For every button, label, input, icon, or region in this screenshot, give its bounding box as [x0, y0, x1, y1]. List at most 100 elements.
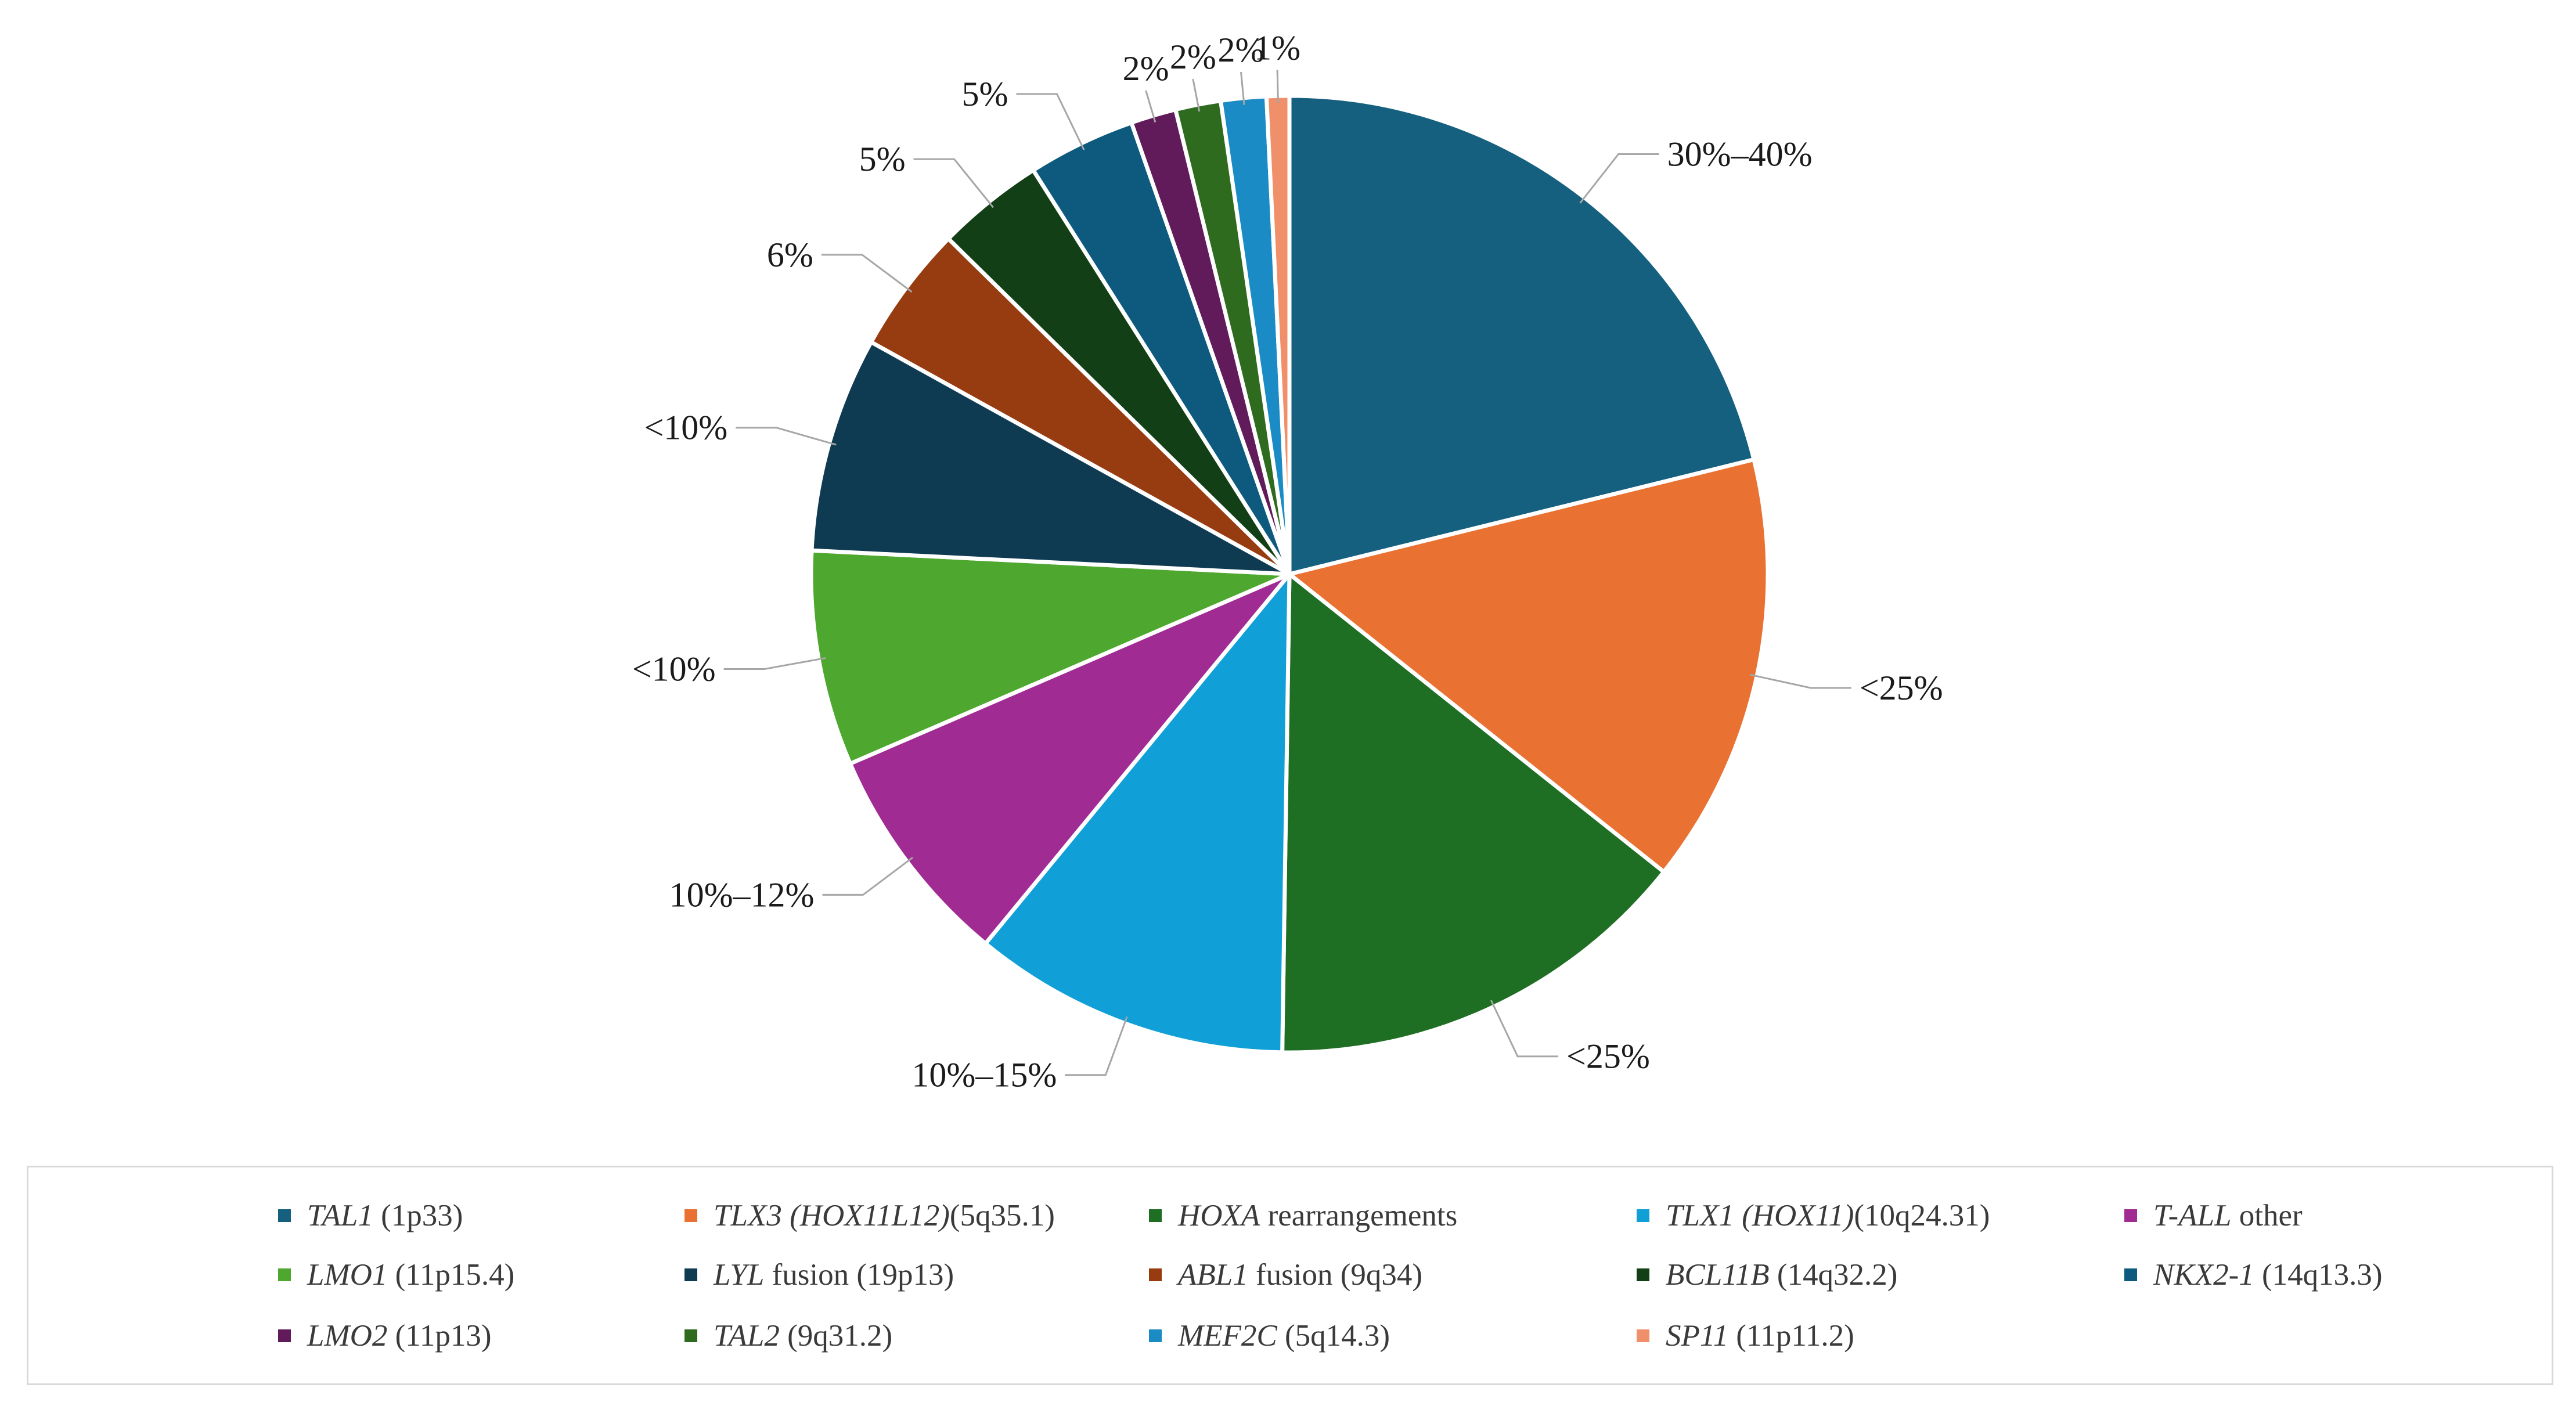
legend-label: TLX3 (HOX11L12) (5q35.1): [714, 1198, 1055, 1233]
legend-gene-name: ABL1: [1178, 1258, 1248, 1292]
legend-item: TLX1 (HOX11) (10q24.31): [1637, 1195, 1990, 1236]
legend-swatch: [278, 1268, 291, 1281]
legend-item: NKX2-1 (14q13.3): [2124, 1255, 2383, 1295]
legend-swatch: [278, 1329, 291, 1342]
legend-gene-name: T-ALL: [2153, 1199, 2232, 1232]
legend-label: MEF2C (5q14.3): [1178, 1318, 1390, 1353]
data-label: 30%–40%: [1667, 135, 1813, 173]
legend-label: ABL1 fusion (9q34): [1178, 1257, 1422, 1292]
leader-line: [913, 158, 994, 208]
leader-line: [1240, 71, 1245, 105]
data-label: 5%: [961, 75, 1008, 113]
legend-gene-detail: (10q24.31): [1854, 1199, 1990, 1232]
legend-label: TLX1 (HOX11) (10q24.31): [1666, 1198, 1990, 1233]
legend-swatch: [2124, 1209, 2137, 1222]
legend-item: T-ALL other: [2124, 1195, 2303, 1236]
data-label: 2%: [1123, 49, 1169, 88]
legend-label: SP11 (11p11.2): [1666, 1318, 1854, 1353]
legend-gene-name: HOXA: [1178, 1199, 1260, 1232]
data-label: <10%: [632, 650, 716, 689]
leader-line: [1276, 70, 1279, 103]
legend-label: LMO1 (11p15.4): [307, 1257, 514, 1292]
legend-item: TAL1 (1p33): [278, 1195, 463, 1236]
legend-item: TAL2 (9q31.2): [684, 1315, 892, 1356]
leader-line: [1192, 78, 1201, 112]
legend-item: MEF2C (5q14.3): [1149, 1315, 1390, 1356]
pie-chart-canvas: 30%–40% <25% <25% 10%–15% 10%–12% <10% <10% 6% 5…: [632, 28, 1943, 1094]
legend-label: LYL fusion (19p13): [714, 1257, 954, 1292]
legend-gene-detail: (5q14.3): [1277, 1319, 1390, 1353]
data-label: 10%–15%: [911, 1056, 1057, 1094]
legend-gene-name: TAL2: [714, 1319, 780, 1353]
data-label: 2%: [1218, 31, 1264, 69]
legend-gene-detail: fusion (19p13): [764, 1258, 954, 1292]
legend-item: LMO1 (11p15.4): [278, 1255, 514, 1295]
leader-line: [1016, 93, 1085, 150]
leader-line: [723, 657, 826, 671]
leader-line: [1749, 673, 1851, 689]
legend-item: ABL1 fusion (9q34): [1149, 1255, 1422, 1295]
legend-swatch: [1637, 1209, 1649, 1222]
data-label: 5%: [859, 140, 906, 178]
legend-label: NKX2-1 (14q13.3): [2153, 1257, 2383, 1292]
data-label: 1%: [1254, 28, 1300, 67]
legend-gene-detail: (11p13): [387, 1319, 492, 1353]
legend-label: HOXA rearrangements: [1178, 1198, 1457, 1233]
legend-gene-name: TAL1: [307, 1199, 373, 1232]
legend-item: LYL fusion (19p13): [684, 1255, 954, 1295]
legend-swatch: [684, 1209, 697, 1222]
legend-gene-detail: rearrangements: [1260, 1199, 1458, 1232]
data-label: 2%: [1170, 38, 1216, 76]
legend-label: BCL11B (14q32.2): [1666, 1257, 1897, 1292]
legend-gene-name: LMO1: [307, 1258, 388, 1292]
legend-gene-name: MEF2C: [1178, 1319, 1277, 1353]
data-label: <10%: [644, 409, 727, 447]
legend-item: TLX3 (HOX11L12) (5q35.1): [684, 1195, 1055, 1236]
legend-swatch: [1149, 1329, 1162, 1342]
leader-line: [1065, 1016, 1128, 1076]
legend-swatch: [1637, 1329, 1649, 1342]
leader-line: [736, 427, 837, 446]
legend-item: BCL11B (14q32.2): [1637, 1255, 1897, 1295]
legend-label: TAL2 (9q31.2): [714, 1318, 892, 1353]
legend-label: T-ALL other: [2153, 1198, 2303, 1233]
legend-gene-detail: (1p33): [373, 1199, 463, 1232]
leader-line: [822, 856, 913, 896]
legend-swatch: [1149, 1209, 1162, 1222]
leader-line: [1579, 153, 1659, 204]
leader-line: [1490, 1000, 1559, 1058]
data-label: 6%: [767, 236, 813, 274]
legend-item: LMO2 (11p13): [278, 1315, 492, 1356]
legend-gene-detail: (11p15.4): [387, 1258, 515, 1292]
legend-gene-detail: (5q35.1): [949, 1199, 1055, 1232]
data-label: 10%–12%: [669, 875, 815, 914]
legend-gene-detail: other: [2231, 1199, 2303, 1232]
legend-label: TAL1 (1p33): [307, 1198, 463, 1233]
leader-line: [1145, 90, 1157, 123]
chart-legend: TAL1 (1p33) TLX3 (HOX11L12) (5q35.1) HOXA r…: [27, 1166, 2553, 1385]
legend-swatch: [1637, 1268, 1649, 1281]
legend-item: HOXA rearrangements: [1149, 1195, 1457, 1236]
legend-gene-detail: (14q13.3): [2254, 1258, 2383, 1292]
legend-swatch: [2124, 1268, 2137, 1281]
leader-line: [821, 254, 913, 293]
data-label: <25%: [1566, 1037, 1650, 1076]
legend-gene-detail: (11p11.2): [1728, 1319, 1854, 1353]
legend-gene-name: LMO2: [307, 1319, 388, 1353]
legend-gene-detail: (9q31.2): [779, 1319, 893, 1353]
legend-swatch: [278, 1209, 291, 1222]
legend-gene-name: BCL11B: [1666, 1258, 1770, 1292]
data-label: <25%: [1860, 669, 1943, 707]
legend-gene-name: NKX2-1: [2153, 1258, 2254, 1292]
legend-gene-name: TLX1 (HOX11): [1666, 1199, 1854, 1232]
legend-swatch: [684, 1268, 697, 1281]
legend-swatch: [1149, 1268, 1162, 1281]
legend-swatch: [684, 1329, 697, 1342]
legend-label: LMO2 (11p13): [307, 1318, 492, 1353]
legend-gene-name: LYL: [714, 1258, 765, 1292]
legend-gene-name: TLX3 (HOX11L12): [714, 1199, 950, 1232]
legend-gene-detail: fusion (9q34): [1248, 1258, 1423, 1292]
legend-gene-detail: (14q32.2): [1769, 1258, 1898, 1292]
legend-item: SP11 (11p11.2): [1637, 1315, 1854, 1356]
